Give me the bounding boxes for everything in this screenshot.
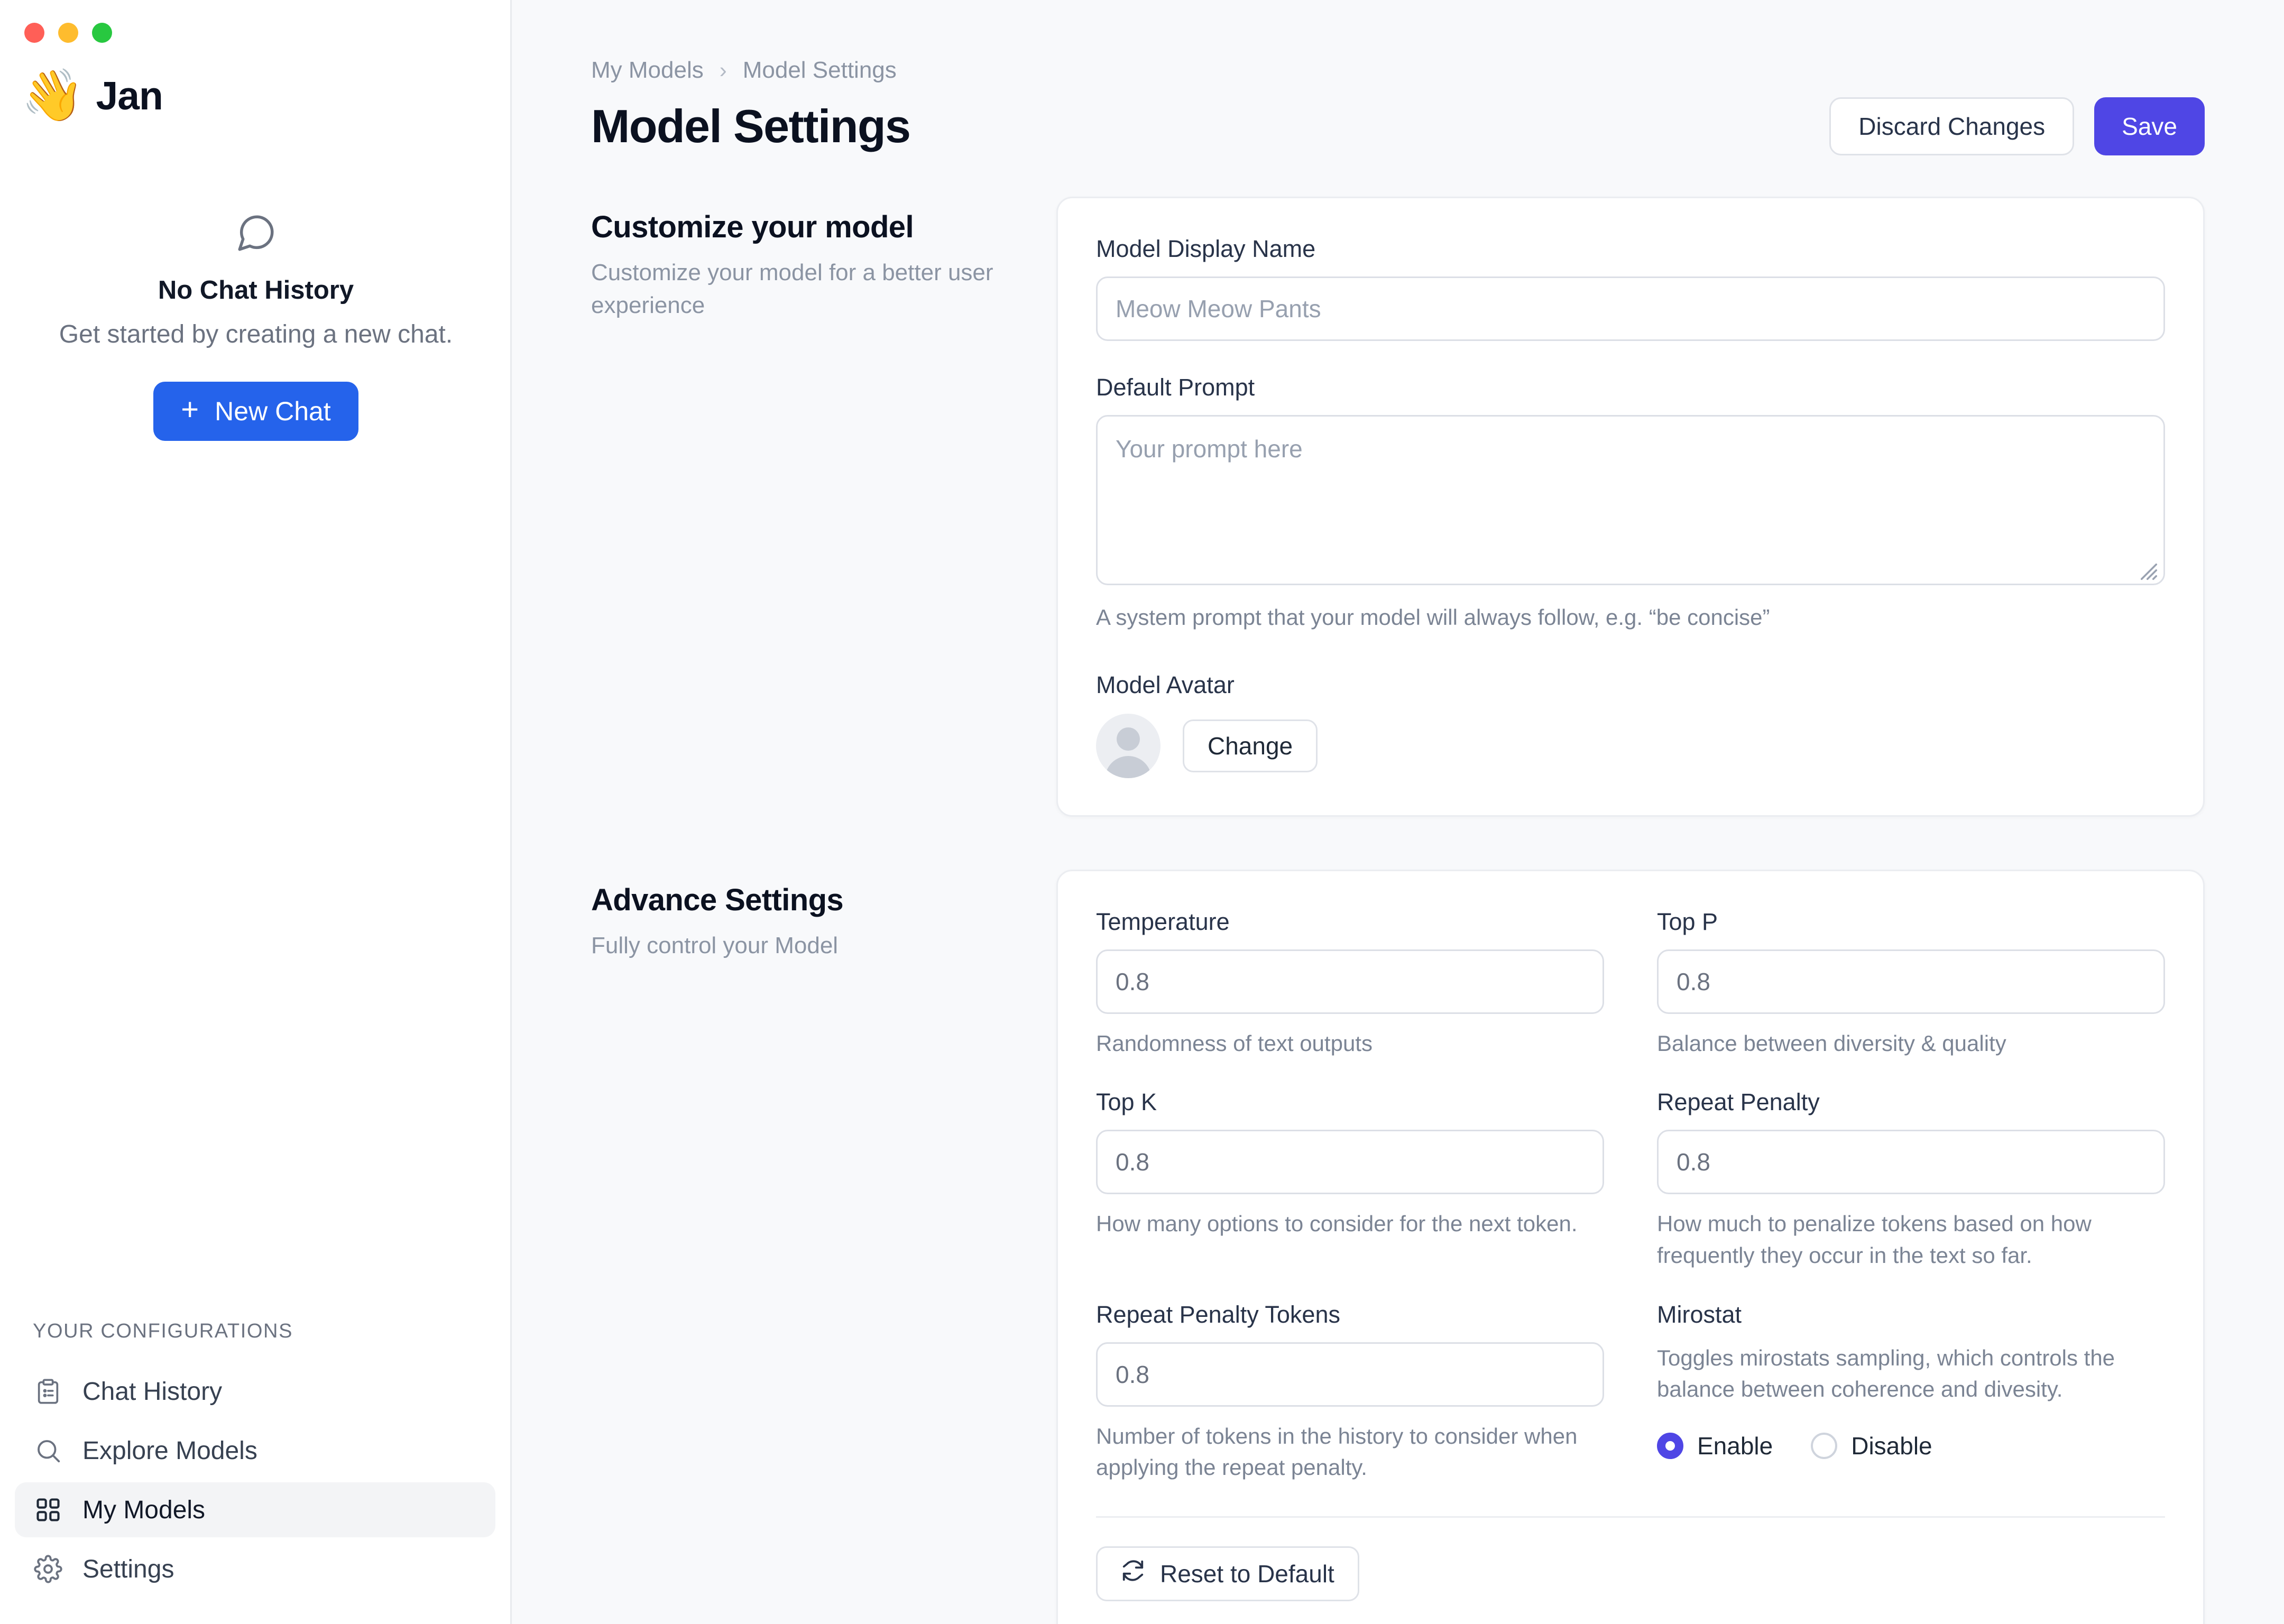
customize-section-description: Customize your model Customize your mode… xyxy=(591,197,1056,322)
customize-section-title: Customize your model xyxy=(591,210,914,244)
sidebar-item-chat-history[interactable]: Chat History xyxy=(15,1364,495,1419)
advanced-settings-card: Temperature Randomness of text outputs T… xyxy=(1056,869,2205,1624)
chat-empty-state: No Chat History Get started by creating … xyxy=(0,211,512,441)
maximize-window-button[interactable] xyxy=(92,23,112,43)
repeat-penalty-helper: How much to penalize tokens based on how… xyxy=(1657,1211,2092,1268)
reset-to-default-button[interactable]: Reset to Default xyxy=(1096,1546,1359,1601)
repeat-penalty-input[interactable] xyxy=(1657,1130,2165,1195)
mirostat-label: Mirostat xyxy=(1657,1300,1742,1328)
mirostat-field: Mirostat Toggles mirostats sampling, whi… xyxy=(1657,1301,2165,1513)
sidebar: 👋 Jan No Chat History Get started by cre… xyxy=(0,0,512,1624)
chat-bubble-icon xyxy=(234,211,278,257)
grid-squares-icon xyxy=(33,1494,63,1525)
radio-selected-icon[interactable] xyxy=(1657,1432,1683,1459)
temperature-helper: Randomness of text outputs xyxy=(1096,1030,1373,1056)
top-p-helper: Balance between diversity & quality xyxy=(1657,1030,2006,1056)
model-avatar-block: Model Avatar Change xyxy=(1096,671,2165,778)
customize-section: Customize your model Customize your mode… xyxy=(591,197,2205,817)
top-p-label: Top P xyxy=(1657,908,1718,935)
gear-icon xyxy=(33,1554,63,1584)
breadcrumb: My Models › Model Settings xyxy=(591,57,2205,84)
sidebar-item-label: Chat History xyxy=(82,1377,223,1406)
top-k-field: Top K How many options to consider for t… xyxy=(1096,1088,1604,1300)
advanced-fields-grid: Temperature Randomness of text outputs T… xyxy=(1096,908,2165,1513)
default-prompt-textarea[interactable] xyxy=(1096,415,2165,585)
waving-hand-icon: 👋 xyxy=(21,67,85,124)
sidebar-item-label: Explore Models xyxy=(82,1436,257,1465)
repeat-penalty-label: Repeat Penalty xyxy=(1657,1088,1820,1116)
page-title: Model Settings xyxy=(591,100,911,152)
mirostat-disable-option[interactable]: Disable xyxy=(1811,1432,1932,1460)
minimize-window-button[interactable] xyxy=(58,23,78,43)
advanced-section-subtitle: Fully control your Model xyxy=(591,932,839,958)
repeat-penalty-tokens-field: Repeat Penalty Tokens Number of tokens i… xyxy=(1096,1301,1604,1513)
top-k-input[interactable] xyxy=(1096,1130,1604,1195)
repeat-penalty-field: Repeat Penalty How much to penalize toke… xyxy=(1657,1088,2165,1300)
advanced-section-description: Advance Settings Fully control your Mode… xyxy=(591,870,1056,962)
mirostat-disable-label: Disable xyxy=(1851,1432,1932,1460)
breadcrumb-current: Model Settings xyxy=(742,57,897,83)
plus-icon: + xyxy=(181,392,199,427)
temperature-input[interactable] xyxy=(1096,949,1604,1014)
model-display-name-input[interactable] xyxy=(1096,276,2165,341)
header-actions: Discard Changes Save xyxy=(1829,97,2205,155)
card-divider xyxy=(1096,1516,2165,1518)
refresh-icon xyxy=(1121,1558,1145,1589)
model-avatar-row: Change xyxy=(1096,713,2165,778)
model-display-name-label: Model Display Name xyxy=(1096,235,1316,262)
radio-unselected-icon[interactable] xyxy=(1811,1432,1838,1459)
default-prompt-label: Default Prompt xyxy=(1096,374,1255,401)
user-avatar-icon xyxy=(1096,713,1161,778)
customize-section-subtitle: Customize your model for a better user e… xyxy=(591,260,993,319)
mirostat-enable-option[interactable]: Enable xyxy=(1657,1432,1773,1460)
chevron-right-icon: › xyxy=(719,58,727,82)
advanced-settings-section: Advance Settings Fully control your Mode… xyxy=(591,869,2205,1624)
close-window-button[interactable] xyxy=(24,23,44,43)
new-chat-label: New Chat xyxy=(215,396,331,426)
main-content: My Models › Model Settings Model Setting… xyxy=(512,0,2284,1624)
top-p-input[interactable] xyxy=(1657,949,2165,1014)
top-p-field: Top P Balance between diversity & qualit… xyxy=(1657,908,2165,1089)
discard-changes-button[interactable]: Discard Changes xyxy=(1829,97,2075,155)
empty-state-subtitle: Get started by creating a new chat. xyxy=(59,320,453,348)
empty-state-title: No Chat History xyxy=(158,276,354,304)
save-button[interactable]: Save xyxy=(2094,97,2205,155)
repeat-penalty-tokens-input[interactable] xyxy=(1096,1342,1604,1407)
top-k-helper: How many options to consider for the nex… xyxy=(1096,1211,1578,1237)
default-prompt-helper: A system prompt that your model will alw… xyxy=(1096,605,1770,630)
model-avatar-label: Model Avatar xyxy=(1096,671,1235,698)
breadcrumb-parent[interactable]: My Models xyxy=(591,57,704,83)
search-icon xyxy=(33,1435,63,1466)
sidebar-configurations: YOUR CONFIGURATIONS Chat History xyxy=(0,1320,510,1624)
app-name: Jan xyxy=(96,73,163,118)
customize-card: Model Display Name Default Prompt xyxy=(1056,197,2205,817)
page-header: Model Settings Discard Changes Save xyxy=(591,97,2205,155)
app-brand: 👋 Jan xyxy=(0,43,510,121)
mirostat-description: Toggles mirostats sampling, which contro… xyxy=(1657,1345,2115,1402)
default-prompt-wrapper xyxy=(1096,415,2165,588)
sidebar-item-my-models[interactable]: My Models xyxy=(15,1482,495,1537)
mirostat-radio-group: Enable Disable xyxy=(1657,1432,2165,1460)
temperature-label: Temperature xyxy=(1096,908,1230,935)
advanced-section-title: Advance Settings xyxy=(591,882,844,917)
new-chat-button[interactable]: + New Chat xyxy=(153,382,358,441)
sidebar-item-label: Settings xyxy=(82,1555,174,1583)
change-avatar-button[interactable]: Change xyxy=(1183,719,1318,772)
repeat-penalty-tokens-helper: Number of tokens in the history to consi… xyxy=(1096,1423,1578,1480)
sidebar-item-label: My Models xyxy=(82,1496,206,1524)
sidebar-item-settings[interactable]: Settings xyxy=(15,1542,495,1597)
reset-to-default-label: Reset to Default xyxy=(1160,1560,1334,1588)
sidebar-item-explore-models[interactable]: Explore Models xyxy=(15,1423,495,1478)
configurations-heading: YOUR CONFIGURATIONS xyxy=(33,1320,293,1342)
repeat-penalty-tokens-label: Repeat Penalty Tokens xyxy=(1096,1300,1340,1328)
mirostat-enable-label: Enable xyxy=(1697,1432,1773,1460)
window-traffic-lights xyxy=(0,0,510,43)
temperature-field: Temperature Randomness of text outputs xyxy=(1096,908,1604,1089)
clipboard-list-icon xyxy=(33,1376,63,1407)
top-k-label: Top K xyxy=(1096,1088,1157,1116)
